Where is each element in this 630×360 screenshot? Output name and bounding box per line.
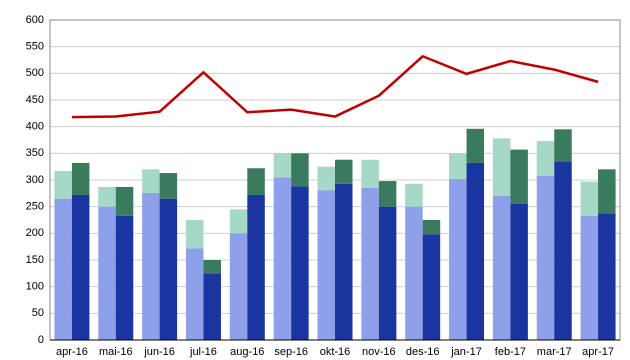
- bar-segment: [142, 192, 160, 340]
- x-tick-label: des-16: [406, 346, 440, 358]
- x-tick-label: nov-16: [362, 346, 396, 358]
- x-tick-label: mar-17: [537, 346, 572, 358]
- bar-segment: [247, 168, 265, 195]
- bar-segment: [115, 215, 134, 340]
- bar-segment: [229, 233, 248, 340]
- bar-segment: [185, 248, 204, 340]
- x-tick-label: feb-17: [495, 346, 526, 358]
- bar-segment: [554, 161, 572, 340]
- y-tick-label: 400: [26, 121, 44, 133]
- bar-segment: [291, 153, 309, 187]
- bar-segment: [71, 162, 90, 195]
- bar-segment: [159, 173, 178, 199]
- bar-segment: [492, 138, 511, 196]
- bar-segment: [159, 198, 178, 340]
- y-tick-label: 450: [26, 94, 44, 106]
- x-tick-label: mai-16: [99, 346, 133, 358]
- bar-segment: [598, 213, 616, 340]
- y-tick-label: 150: [26, 254, 44, 266]
- y-tick-label: 500: [26, 67, 44, 79]
- bar-segment: [203, 273, 221, 340]
- bar-segment: [554, 129, 572, 162]
- bar-segment: [466, 162, 485, 340]
- bar-segment: [71, 194, 90, 340]
- y-tick-label: 300: [26, 174, 44, 186]
- bar-segment: [580, 181, 599, 216]
- y-tick-label: 100: [26, 281, 44, 293]
- line: [71, 54, 599, 119]
- bar-segment: [466, 128, 485, 163]
- bar-segment: [536, 141, 555, 176]
- bar-segment: [203, 260, 221, 274]
- x-tick-label: jul-16: [189, 346, 217, 358]
- bar-segment: [536, 175, 555, 340]
- y-tick-label: 50: [32, 307, 44, 319]
- bar-segment: [54, 170, 72, 199]
- bar-segment: [273, 153, 292, 178]
- bar-segment: [185, 220, 204, 249]
- bar-segment: [115, 186, 134, 216]
- bar-segment: [291, 186, 309, 340]
- bar-segment: [422, 234, 441, 340]
- bar-segment: [335, 159, 353, 184]
- y-tick-label: 200: [26, 227, 44, 239]
- bar-segment: [142, 169, 160, 193]
- bar-segment: [229, 209, 248, 234]
- bar-segment: [492, 196, 511, 340]
- y-tick-label: 550: [26, 41, 44, 53]
- bar-segment: [405, 206, 423, 340]
- bar-segment: [361, 159, 379, 188]
- y-tick-label: 600: [26, 14, 44, 26]
- bar-segment: [378, 206, 397, 340]
- y-tick-label: 250: [26, 201, 44, 213]
- bar-segment: [598, 169, 616, 214]
- bar-segment: [98, 206, 116, 340]
- bar-segment: [317, 190, 335, 340]
- x-tick-label: aug-16: [230, 346, 264, 358]
- bar-segment: [378, 181, 397, 207]
- x-tick-label: jun-16: [143, 346, 175, 358]
- bar-segment: [405, 183, 423, 207]
- x-tick-label: okt-16: [320, 346, 351, 358]
- x-tick-label: sep-16: [274, 346, 308, 358]
- bar-segment: [247, 194, 265, 340]
- bar-segment: [273, 177, 292, 340]
- bar-segment: [449, 178, 467, 340]
- bar-segment: [510, 149, 528, 204]
- bar-segment: [98, 186, 116, 207]
- bar-segment: [317, 166, 335, 191]
- x-tick-label: apr-16: [56, 346, 88, 358]
- y-tick-label: 350: [26, 147, 44, 159]
- x-tick-label: jan-17: [450, 346, 482, 358]
- bar-segment: [54, 198, 72, 340]
- x-tick-label: apr-17: [582, 346, 614, 358]
- bar-segment: [422, 220, 441, 235]
- y-tick-label: 0: [38, 334, 44, 346]
- bar-segment: [361, 188, 379, 340]
- bar-segment: [580, 215, 599, 340]
- bar-segment: [510, 204, 528, 340]
- bar-segment: [335, 183, 353, 340]
- bar-segment: [449, 153, 467, 179]
